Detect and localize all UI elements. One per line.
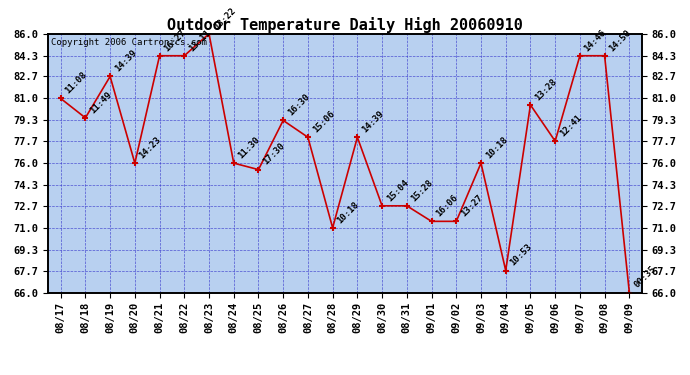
Text: 13:11: 13:11	[187, 28, 213, 53]
Text: 14:39: 14:39	[113, 48, 138, 74]
Text: 10:18: 10:18	[335, 200, 361, 225]
Text: 10:18: 10:18	[484, 135, 509, 160]
Text: 14:50: 14:50	[607, 28, 633, 53]
Text: 15:04: 15:04	[385, 178, 411, 203]
Text: 13:28: 13:28	[533, 77, 559, 102]
Text: 16:30: 16:30	[286, 92, 311, 118]
Text: 11:08: 11:08	[63, 70, 89, 96]
Text: 14:23: 14:23	[137, 135, 163, 160]
Text: 12:41: 12:41	[558, 113, 583, 138]
Text: 13:27: 13:27	[459, 193, 484, 219]
Text: 00:35: 00:35	[632, 264, 658, 290]
Text: 15:06: 15:06	[310, 109, 336, 135]
Title: Outdoor Temperature Daily High 20060910: Outdoor Temperature Daily High 20060910	[167, 16, 523, 33]
Text: 11:30: 11:30	[237, 135, 262, 160]
Text: 14:39: 14:39	[360, 109, 386, 135]
Text: 15:28: 15:28	[410, 178, 435, 203]
Text: Copyright 2006 Cartronics.com: Copyright 2006 Cartronics.com	[51, 38, 207, 46]
Text: 13:22: 13:22	[212, 6, 237, 31]
Text: 11:49: 11:49	[88, 90, 114, 115]
Text: 14:46: 14:46	[582, 28, 608, 53]
Text: 16:06: 16:06	[434, 193, 460, 219]
Text: 17:30: 17:30	[262, 141, 286, 167]
Text: 10:53: 10:53	[509, 242, 534, 268]
Text: 16:27: 16:27	[162, 28, 188, 53]
